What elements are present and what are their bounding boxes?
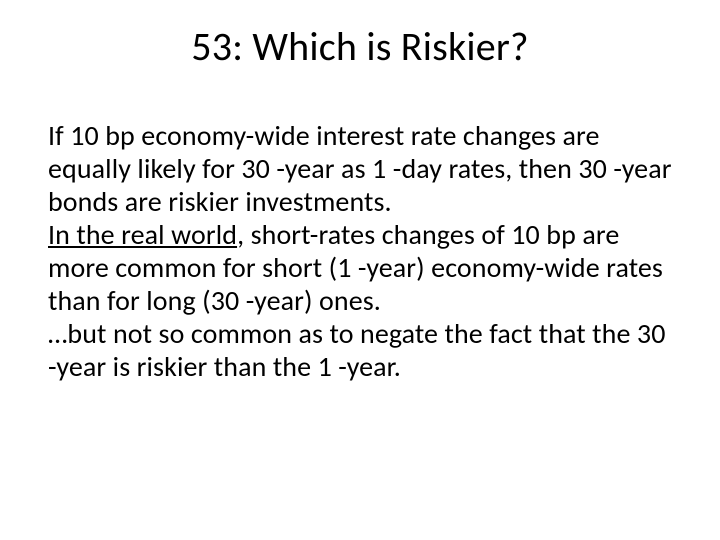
slide: 53: Which is Riskier? If 10 bp economy-w… xyxy=(0,0,720,540)
slide-body: If 10 bp economy-wide interest rate chan… xyxy=(48,119,672,383)
paragraph-1: If 10 bp economy-wide interest rate chan… xyxy=(48,118,672,219)
emphasis-real-world: In the real world xyxy=(48,217,237,252)
slide-title: 53: Which is Riskier? xyxy=(48,22,672,71)
paragraph-3: …but not so common as to negate the fact… xyxy=(48,316,666,384)
